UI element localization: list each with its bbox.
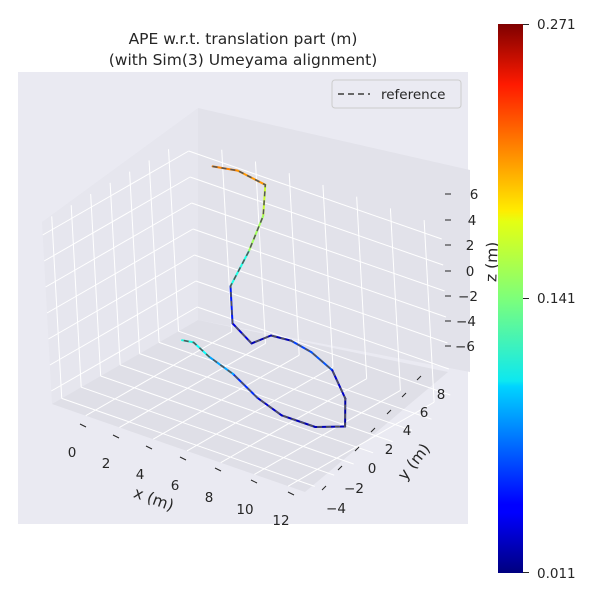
z-tick-label: −6	[455, 339, 475, 355]
side-grid-line	[43, 176, 191, 262]
floor-grid-line	[119, 343, 266, 428]
grid-lines	[42, 149, 451, 487]
x-tick-label: 0	[68, 445, 77, 461]
z-axis: 6 4 2 0 −2 −4 −6 z (m)	[445, 187, 502, 355]
colorbar-tick-label: 0.011	[537, 566, 576, 582]
y-tick-label: −2	[344, 481, 364, 497]
back-grid-line	[189, 176, 444, 266]
legend-box	[331, 79, 462, 109]
x-tick-label: 12	[272, 513, 289, 529]
y-tick-label: 4	[403, 423, 412, 439]
x-tick-label: 2	[102, 456, 111, 472]
x-tick-mark	[145, 445, 153, 450]
side-grid-line	[49, 280, 197, 366]
z-axis-label: z (m)	[482, 241, 501, 282]
y-tick-mark	[416, 375, 422, 381]
floor-grid-line	[287, 401, 435, 487]
y-tick-label: 2	[385, 442, 394, 458]
trajectory-group	[181, 165, 347, 428]
side-grid-line	[42, 150, 189, 236]
z-tick-label: 2	[466, 238, 475, 254]
floor-grid-line	[119, 364, 374, 454]
z-tick-label: 6	[470, 187, 479, 203]
y-tick-mark	[354, 446, 360, 452]
back-grid-line	[191, 202, 445, 292]
z-tick-label: 4	[468, 213, 477, 229]
legend-reference-label: reference	[381, 87, 445, 103]
back-grid-line	[192, 228, 447, 318]
colorbar-gradient	[498, 24, 523, 573]
back-grid-line	[195, 280, 450, 370]
x-tick-mark	[79, 423, 87, 428]
side-grid-line	[51, 306, 198, 392]
y-tick-mark	[321, 485, 327, 491]
y-tick-label: 8	[437, 387, 446, 403]
x-tick-label: 6	[171, 478, 180, 494]
y-tick-mark	[337, 465, 343, 471]
x-tick-label: 8	[205, 490, 214, 506]
chart-subtitle: (with Sim(3) Umeyama alignment)	[109, 51, 378, 69]
x-tick-mark	[214, 467, 222, 472]
x-tick-mark	[179, 456, 187, 461]
floor-grid-line	[178, 330, 432, 420]
back-grid-line	[188, 150, 442, 240]
y-tick-mark	[386, 409, 392, 415]
x-tick-label: 4	[136, 467, 145, 483]
y-tick-label: 0	[368, 461, 377, 477]
colorbar-tick-label: 0.141	[537, 291, 576, 307]
floor-grid-line	[81, 386, 335, 476]
pane-group	[42, 108, 470, 492]
floor-grid-line	[61, 397, 315, 487]
floor-grid-line	[254, 389, 401, 475]
pane-back-xz	[198, 108, 470, 372]
x-tick-mark	[250, 479, 258, 484]
z-tick-label: −4	[456, 314, 476, 330]
legend[interactable]: reference	[331, 79, 462, 109]
y-tick-mark	[370, 427, 376, 433]
y-tick-mark	[401, 392, 407, 398]
y-tick-label: −4	[326, 501, 346, 517]
floor-grid-line	[100, 375, 354, 465]
reference-trajectory	[181, 165, 347, 428]
side-grid-line	[48, 254, 195, 340]
colorbar-tick-label: 0.271	[537, 17, 576, 33]
colorbar: 0.271 0.141 0.011	[498, 17, 576, 582]
pane-floor	[52, 320, 448, 492]
x-tick-mark	[112, 434, 120, 439]
chart-title: APE w.r.t. translation part (m)	[129, 30, 358, 48]
side-grid-line	[45, 202, 192, 288]
back-grid-line	[194, 254, 448, 344]
side-grid-line	[46, 228, 194, 314]
z-tick-label: −2	[458, 289, 478, 305]
x-tick-label: 10	[236, 502, 253, 518]
floor-grid-line	[152, 354, 300, 440]
z-tick-label: 0	[466, 264, 475, 280]
x-tick-mark	[287, 491, 295, 496]
floor-grid-line	[158, 341, 413, 431]
y-tick-label: 6	[420, 405, 429, 421]
floor-grid-line	[139, 353, 393, 443]
floor-grid-line	[85, 331, 232, 417]
floor-grid-line	[186, 366, 334, 452]
back-grid-line	[197, 306, 451, 396]
pane-left-yz	[42, 108, 198, 404]
